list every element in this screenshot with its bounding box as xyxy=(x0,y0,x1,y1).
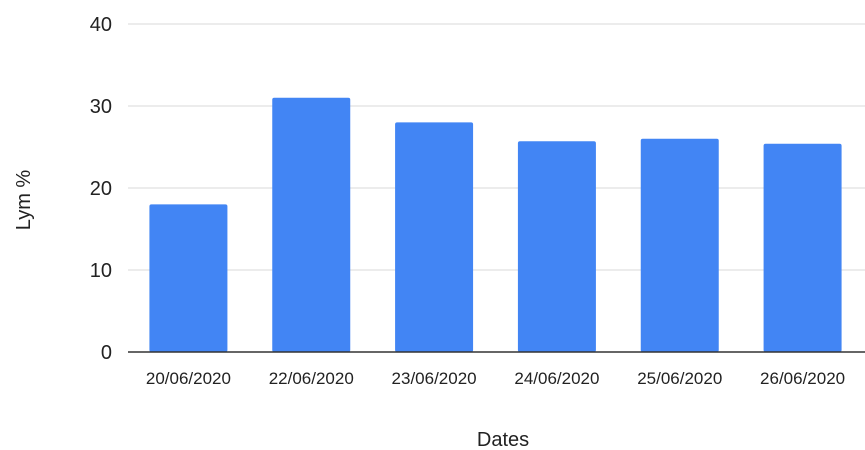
bar xyxy=(272,97,351,352)
bar xyxy=(395,122,474,353)
x-axis-ticks: 20/06/2020 22/06/2020 23/06/2020 24/06/2020… xyxy=(146,369,845,388)
bar xyxy=(640,138,719,352)
y-axis-title: Lym % xyxy=(13,170,35,231)
x-tick-label: 26/06/2020 xyxy=(760,369,845,388)
y-tick-label: 40 xyxy=(90,14,112,36)
y-tick-label: 30 xyxy=(90,96,112,118)
bar xyxy=(517,141,596,352)
bar xyxy=(149,204,228,352)
y-tick-label: 20 xyxy=(90,178,112,200)
y-tick-label: 10 xyxy=(90,260,112,282)
x-tick-label: 24/06/2020 xyxy=(514,369,599,388)
y-tick-label: 0 xyxy=(101,342,112,364)
x-tick-label: 25/06/2020 xyxy=(637,369,722,388)
bars xyxy=(149,97,842,353)
y-axis-ticks: 0 10 20 30 40 xyxy=(90,14,112,364)
bar xyxy=(763,143,842,352)
x-tick-label: 20/06/2020 xyxy=(146,369,231,388)
gridlines xyxy=(128,23,865,271)
x-tick-label: 22/06/2020 xyxy=(269,369,354,388)
x-tick-label: 23/06/2020 xyxy=(392,369,477,388)
x-axis-title: Dates xyxy=(477,429,529,450)
